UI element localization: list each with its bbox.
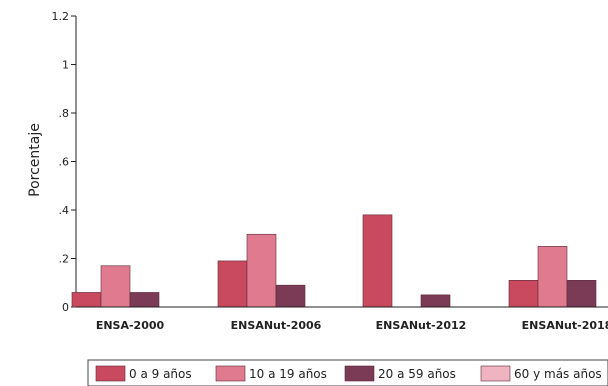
y-tick-label: 0 [62,301,69,314]
legend: 0 a 9 años 10 a 19 años 20 a 59 años 60 y m… [87,359,608,386]
bar-1-1 [71,292,102,308]
legend-frame [87,359,608,386]
bar-1-3 [362,214,393,308]
bar-3-2 [275,284,306,308]
bar-1-2 [217,260,248,308]
legend-label-4: 60 y más años [514,367,602,381]
y-tick-label: .4 [59,204,70,217]
bar-2-2 [246,233,277,308]
bars [71,214,597,308]
x-category-label: ENSANut-2006 [231,319,322,332]
y-tick-label: .6 [59,156,70,169]
y-tick-label: .8 [59,107,70,120]
y-tick-label: .2 [59,253,70,266]
x-category-label: ENSA-2000 [96,319,165,332]
x-axis: ENSA-2000 ENSANut-2006 ENSANut-2012 ENSANut… [76,306,608,332]
x-category-label: ENSANut-2012 [376,319,467,332]
bar-3-1 [129,292,160,308]
y-tick-label: 1 [62,59,69,72]
bar-3-4 [566,280,597,308]
y-tick-label: 1.2 [52,10,70,23]
legend-swatch-3 [344,365,375,382]
legend-label-3: 20 a 59 años [378,367,456,381]
x-category-label: ENSANut-2018 [522,319,608,332]
bar-2-4 [537,246,568,308]
legend-swatch-2 [215,365,246,382]
bar-3-3 [420,294,451,308]
bar-2-1 [100,265,131,308]
y-axis: 0 .2 .4 .6 .8 1 1.2 [52,10,77,314]
legend-swatch-4 [480,365,511,382]
legend-swatch-1 [95,365,126,382]
bar-1-4 [508,280,539,308]
legend-label-2: 10 a 19 años [249,367,327,381]
legend-label-1: 0 a 9 años [129,367,192,381]
y-axis-label: Porcentaje [27,123,43,197]
